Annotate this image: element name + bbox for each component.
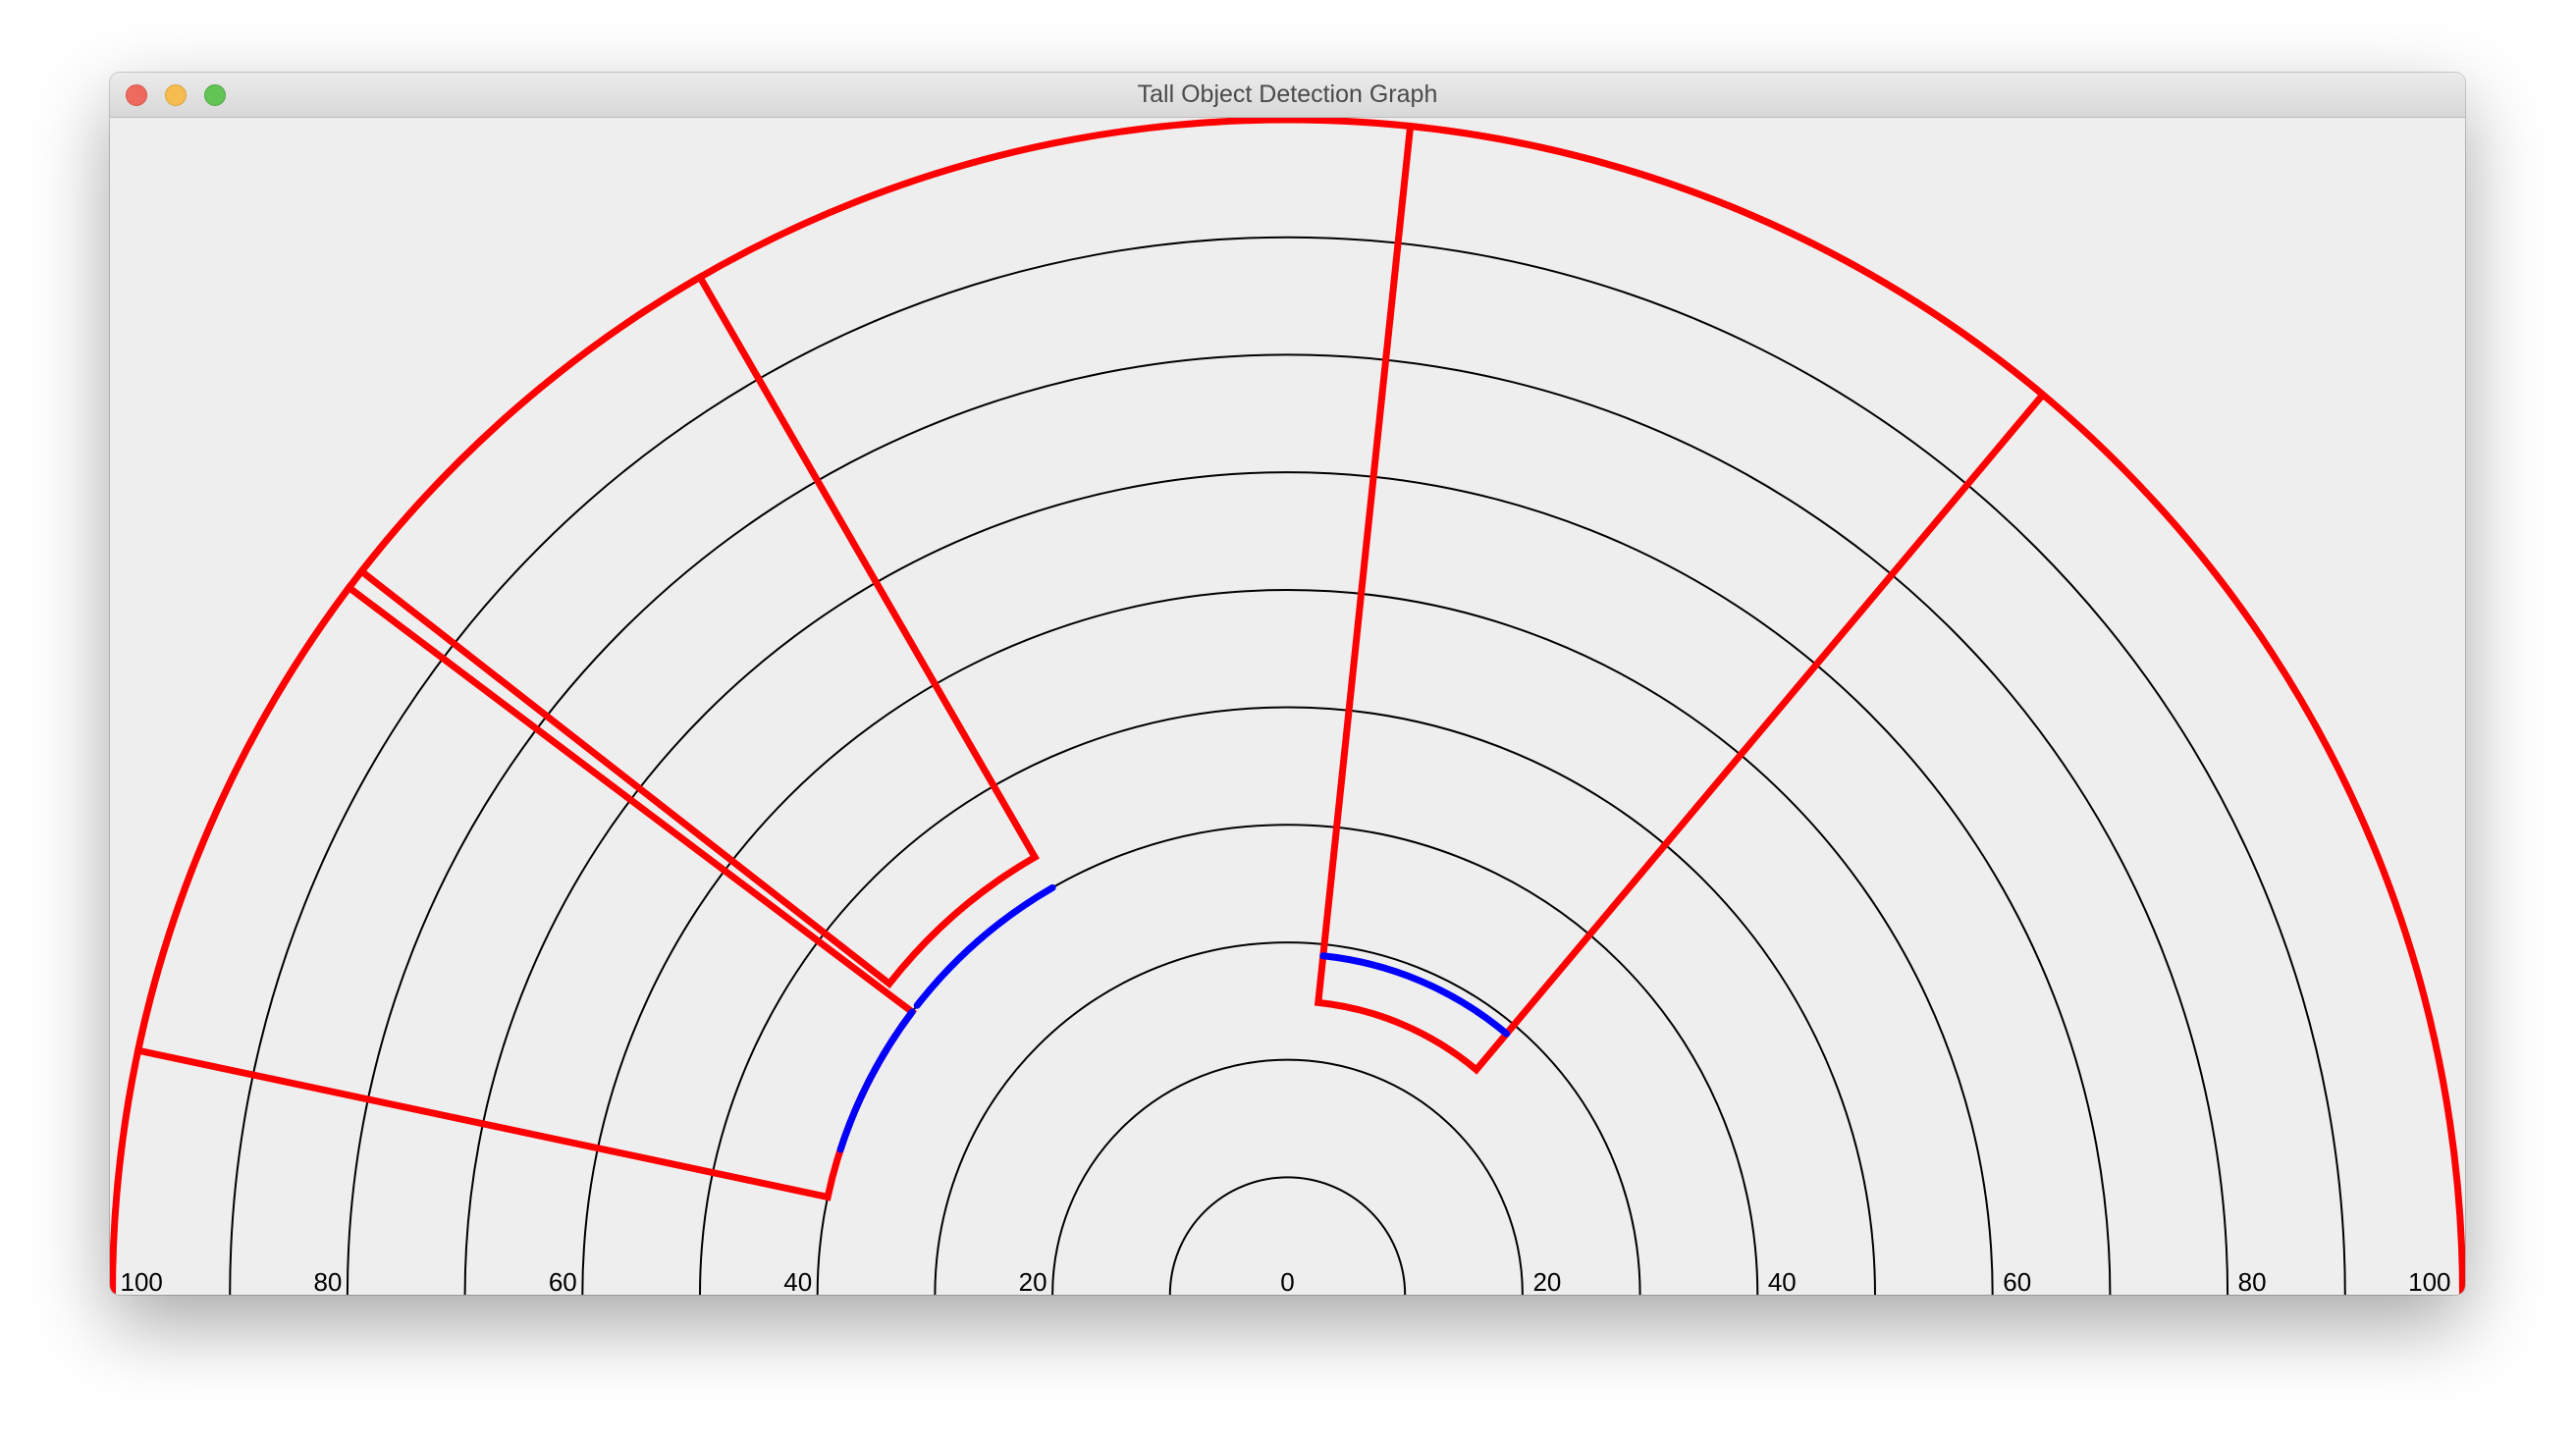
outer-boundary bbox=[110, 116, 2465, 1295]
detection-zone-2 bbox=[356, 272, 1040, 989]
tick-label-4: 20 bbox=[1019, 1267, 1047, 1295]
range-ring-10 bbox=[1168, 1176, 1407, 1295]
detection-graph-canvas: 100 80 60 40 20 0 20 40 60 80 100 bbox=[110, 116, 2465, 1295]
outer-boundary-arc bbox=[110, 116, 2465, 1295]
tick-label-2: 60 bbox=[549, 1267, 577, 1295]
detection-zone-1 bbox=[134, 582, 918, 1201]
detected-objects bbox=[836, 883, 1511, 1153]
tick-label-6: 20 bbox=[1532, 1267, 1561, 1295]
title-bar[interactable]: Tall Object Detection Graph bbox=[110, 73, 2465, 118]
range-ring-70 bbox=[463, 471, 2112, 1295]
tick-label-10: 100 bbox=[2408, 1267, 2450, 1295]
minimize-icon[interactable] bbox=[165, 84, 187, 106]
range-ring-60 bbox=[581, 588, 1994, 1295]
range-ring-80 bbox=[346, 353, 2229, 1295]
range-ring-20 bbox=[1051, 1058, 1524, 1295]
tick-label-8: 60 bbox=[2003, 1267, 2031, 1295]
detected-object-3 bbox=[1319, 952, 1511, 1038]
range-ring-90 bbox=[229, 236, 2346, 1295]
range-ring-50 bbox=[699, 706, 1876, 1295]
detection-zone-3 bbox=[1314, 122, 2048, 1075]
polar-detection-graph: 100 80 60 40 20 0 20 40 60 80 100 bbox=[110, 116, 2465, 1295]
tick-label-1: 80 bbox=[313, 1267, 342, 1295]
tick-label-9: 80 bbox=[2238, 1267, 2267, 1295]
close-icon[interactable] bbox=[126, 84, 147, 106]
detected-object-2 bbox=[913, 883, 1056, 1009]
tick-label-5: 0 bbox=[1280, 1267, 1294, 1295]
tick-label-3: 40 bbox=[783, 1267, 812, 1295]
maximize-icon[interactable] bbox=[204, 84, 226, 106]
tick-label-0: 100 bbox=[121, 1267, 163, 1295]
app-window: Tall Object Detection Graph 100 80 60 40 20 0… bbox=[110, 73, 2465, 1295]
detected-object-1 bbox=[836, 1008, 916, 1153]
range-ring-30 bbox=[934, 940, 1641, 1295]
tick-labels: 100 80 60 40 20 0 20 40 60 80 100 bbox=[121, 1267, 2451, 1295]
window-title: Tall Object Detection Graph bbox=[1137, 80, 1438, 108]
tick-label-7: 40 bbox=[1768, 1267, 1797, 1295]
detection-zones bbox=[134, 122, 2048, 1201]
